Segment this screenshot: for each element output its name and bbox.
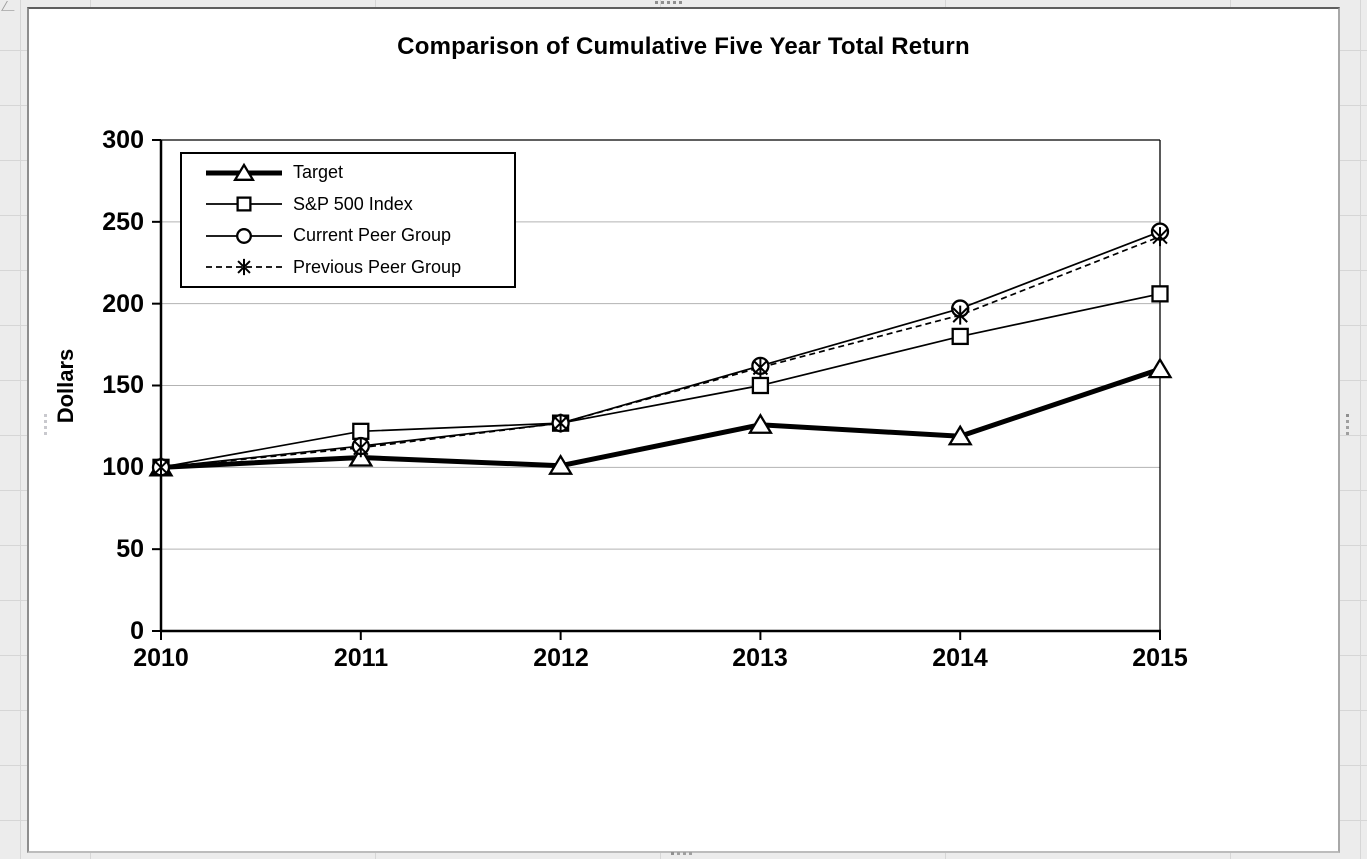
chart-resize-handle-left[interactable] <box>44 414 47 417</box>
legend-sample-circle-line-icon <box>206 227 282 244</box>
y-tick-label-300: 300 <box>102 126 144 154</box>
chart-title: Comparison of Cumulative Five Year Total… <box>397 33 970 60</box>
legend: Target S&P 500 Index Current Peer Group … <box>180 152 516 288</box>
chart-resize-handle-top[interactable] <box>655 1 658 4</box>
legend-item-current-peer-group: Current Peer Group <box>204 224 510 248</box>
y-tick-label-0: 0 <box>130 617 144 645</box>
x-tick-label-2010: 2010 <box>133 644 189 672</box>
marker-triangle <box>233 162 255 181</box>
legend-label: Current Peer Group <box>293 225 452 246</box>
y-tick-label-150: 150 <box>102 371 144 399</box>
y-tick-label-250: 250 <box>102 208 144 236</box>
chart-resize-handle-right[interactable] <box>1346 414 1349 417</box>
legend-sample-asterisk-dashed-line-icon <box>206 259 282 276</box>
y-tick-label-100: 100 <box>102 453 144 481</box>
sheet-column-line <box>20 0 21 859</box>
legend-item-sp500: S&P 500 Index <box>204 192 510 216</box>
legend-label: S&P 500 Index <box>293 193 413 214</box>
y-tick-label-200: 200 <box>102 290 144 318</box>
legend-label: Previous Peer Group <box>293 256 462 277</box>
x-tick-label-2015: 2015 <box>1132 644 1188 672</box>
y-tick-label-50: 50 <box>116 535 144 563</box>
marker-circle <box>236 227 252 244</box>
x-tick-label-2013: 2013 <box>732 644 788 672</box>
legend-label: Target <box>293 162 344 183</box>
x-tick-label-2011: 2011 <box>333 644 389 672</box>
legend-sample-triangle-line-icon <box>206 162 282 181</box>
x-tick-label-2014: 2014 <box>932 644 988 672</box>
legend-sample-square-line-icon <box>206 196 282 212</box>
sheet-column-line <box>1360 0 1361 859</box>
marker-square <box>236 196 252 212</box>
x-tick-label-2012: 2012 <box>533 644 589 672</box>
chart-resize-handle-bottom[interactable] <box>671 852 674 855</box>
chart-object[interactable] <box>27 7 1340 853</box>
legend-item-target: Target <box>204 161 510 185</box>
legend-item-previous-peer-group: Previous Peer Group <box>204 255 510 279</box>
